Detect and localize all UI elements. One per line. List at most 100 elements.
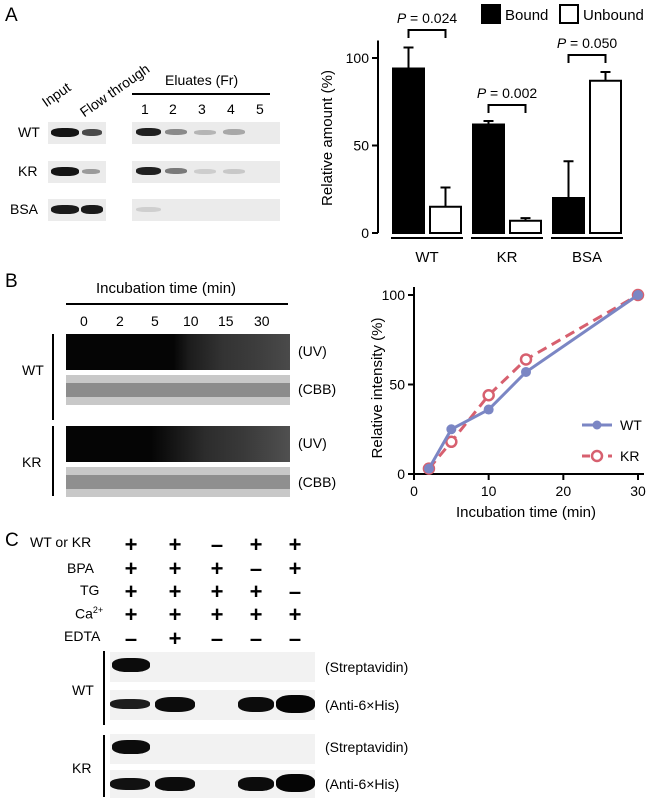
gel-a-kr-input [48, 161, 106, 183]
significance-bracket [487, 104, 527, 113]
p-value-label: P = 0.050 [557, 35, 618, 51]
y-tick-label: 50 [353, 138, 369, 154]
y-tick-label: 0 [397, 466, 405, 482]
plus-sign: + [168, 626, 182, 651]
blot-label-c-wt-strep: (Streptavidin) [325, 659, 409, 675]
gel-b-wt-uv [66, 334, 290, 370]
row-label-c-wt: WT [72, 682, 94, 698]
series-line-wt [427, 293, 639, 470]
bar-unbound-wt [429, 205, 462, 234]
band [51, 128, 79, 137]
p-value: = 0.024 [406, 10, 457, 26]
band [165, 168, 187, 174]
gel-c-kr-streptavidin [110, 734, 315, 764]
band [238, 697, 274, 712]
legend-marker-kr [590, 449, 604, 463]
line-chart: 0 50 100 0 10 20 30 Incubation time (min) Relati… [369, 287, 646, 521]
p-symbol: P [477, 85, 487, 101]
minus-sign: – [124, 626, 138, 651]
bar-bound-bsa [552, 197, 585, 234]
blot-label-c-kr-strep: (Streptavidin) [325, 739, 409, 755]
fraction-label-4: 4 [227, 101, 235, 117]
band [223, 169, 245, 174]
minus-sign: – [210, 532, 224, 557]
condition-label-edta: EDTA [64, 628, 101, 644]
bar-bound-wt [392, 67, 425, 234]
band [110, 699, 150, 709]
ca-superscript: 2+ [92, 605, 104, 615]
gel-c-wt-streptavidin [110, 652, 315, 682]
plus-sign: + [168, 556, 182, 581]
y-axis-label: Relative intensity (%) [369, 318, 386, 459]
x-tick-label: 30 [630, 483, 646, 499]
plus-sign: + [249, 532, 263, 557]
legend-label-bound: Bound [505, 7, 548, 24]
time-label-5: 5 [151, 313, 159, 329]
band [194, 169, 216, 174]
point-wt [633, 290, 643, 300]
gel-c-wt-his [110, 690, 315, 720]
legend-label-unbound: Unbound [583, 7, 644, 24]
gel-a-wt-input [48, 122, 106, 144]
band [82, 169, 100, 174]
gel-b-wt-cbb [66, 375, 290, 405]
band [112, 740, 150, 754]
plus-sign: + [288, 532, 302, 557]
p-symbol: P [397, 10, 407, 26]
legend-swatch-bound [481, 4, 501, 24]
band [165, 129, 187, 135]
bar-bound-kr [472, 123, 505, 234]
band [276, 695, 315, 713]
row-bracket-c-wt [103, 651, 105, 725]
minus-sign: – [249, 626, 263, 651]
blot-label-b-kr-cbb: (CBB) [298, 474, 337, 490]
band [194, 130, 216, 135]
plus-sign: + [210, 579, 224, 604]
y-tick-label: 50 [389, 377, 405, 393]
band [51, 205, 79, 214]
p-value-label: P = 0.002 [477, 85, 538, 101]
band [82, 129, 102, 136]
x-tick-label: 0 [410, 483, 418, 499]
blot-label-c-kr-his: (Anti-6×His) [325, 776, 400, 792]
row-label-c-kr: KR [72, 760, 92, 776]
y-tick-label: 0 [361, 225, 369, 241]
plus-sign: + [288, 556, 302, 581]
band [136, 207, 161, 212]
condition-label-bpa: BPA [67, 560, 94, 576]
plus-sign: + [210, 556, 224, 581]
point-wt [446, 424, 457, 435]
band [155, 697, 195, 712]
blot-label-b-kr-uv: (UV) [298, 435, 327, 451]
minus-sign: – [249, 556, 263, 581]
band [112, 658, 150, 672]
time-label-0: 0 [80, 313, 88, 329]
plus-sign: + [168, 602, 182, 627]
category-label: WT [415, 249, 438, 266]
row-label-b-kr: KR [22, 454, 42, 470]
gel-b-kr-cbb [66, 467, 290, 497]
eluates-title: Eluates (Fr) [165, 72, 239, 88]
gel-c-kr-his [110, 770, 315, 798]
time-label-2: 2 [116, 313, 124, 329]
row-label-bsa: BSA [10, 201, 39, 217]
band [223, 129, 245, 135]
time-label-10: 10 [183, 313, 199, 329]
bar-chart: 0 50 100 Relative amount (%) WT KR BSA P = 0.02… [319, 4, 644, 266]
incubation-line [66, 303, 288, 305]
blot-label-b-wt-uv: (UV) [298, 343, 327, 359]
gel-a-wt-eluates [132, 122, 280, 144]
band [136, 128, 161, 136]
minus-sign: – [210, 626, 224, 651]
minus-sign: – [288, 626, 302, 651]
incubation-title: Incubation time (min) [96, 280, 237, 297]
band [136, 167, 161, 175]
condition-label-tg: TG [80, 582, 100, 598]
row-label-b-wt: WT [22, 362, 44, 378]
plus-sign: + [210, 602, 224, 627]
point-wt [423, 463, 434, 474]
plus-sign: + [168, 532, 182, 557]
row-bracket-b-wt [52, 334, 54, 420]
y-axis-label: Relative amount (%) [319, 70, 336, 206]
plus-sign: + [124, 602, 138, 627]
